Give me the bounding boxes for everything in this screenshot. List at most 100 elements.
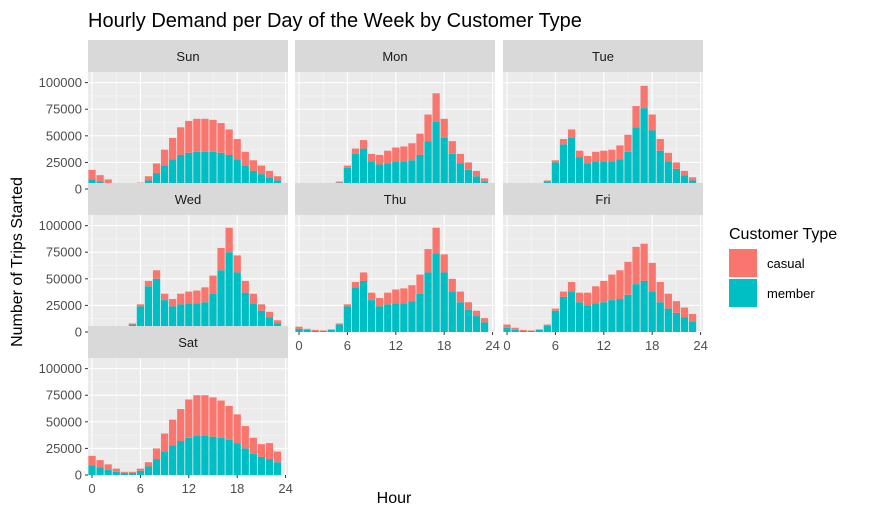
legend-label-member: member <box>767 286 815 301</box>
bar-member-sun-h21 <box>257 174 266 189</box>
bar-member-sat-h21 <box>257 456 266 475</box>
bar-member-thu-h2 <box>311 330 319 332</box>
bar-casual-sat-h21 <box>257 444 266 457</box>
bar-casual-tue-h19 <box>656 139 664 151</box>
bar-casual-wed-h9 <box>160 293 169 301</box>
x-tick-label: 12 <box>597 338 611 353</box>
bar-casual-tue-h6 <box>551 160 560 163</box>
bar-member-sun-h8 <box>152 173 161 189</box>
facet-label-tue: Tue <box>592 49 614 64</box>
bar-casual-mon-h22 <box>472 170 481 177</box>
bar-casual-sun-h23 <box>273 176 282 181</box>
bar-casual-fri-h17 <box>640 243 648 281</box>
bar-casual-wed-h5 <box>128 323 136 325</box>
bar-casual-tue-h13 <box>608 149 616 162</box>
facet-thu: Thu 0 6 12 18 24 <box>295 183 500 353</box>
bar-member-sat-h15 <box>209 436 217 475</box>
bar-casual-mon-h8 <box>359 140 368 149</box>
bar-casual-thu-h2 <box>311 329 319 331</box>
facet-strip-thu <box>295 183 495 215</box>
bar-casual-wed-h18 <box>233 255 241 273</box>
bar-member-mon-h8 <box>359 148 368 189</box>
bar-member-sat-h17 <box>225 439 233 475</box>
bar-member-sat-h23 <box>273 462 282 475</box>
x-tick-label: 24 <box>278 481 292 496</box>
bar-member-thu-h3 <box>319 330 327 332</box>
bar-casual-sat-h9 <box>160 433 169 452</box>
facet-wed: Wed 0 25000 50000 75000 100000 <box>39 183 288 340</box>
bar-member-thu-h7 <box>351 287 360 332</box>
bar-casual-sat-h22 <box>265 443 274 460</box>
bar-member-wed-h17 <box>225 252 233 332</box>
bar-casual-sun-h12 <box>185 120 193 153</box>
bar-member-wed-h11 <box>177 304 185 332</box>
bar-casual-sat-h15 <box>209 397 217 437</box>
bar-member-tue-h20 <box>664 161 672 189</box>
bar-member-mon-h7 <box>351 153 360 189</box>
bar-member-mon-h19 <box>448 153 456 189</box>
bar-casual-sun-h13 <box>193 118 201 152</box>
bar-casual-tue-h16 <box>632 106 640 128</box>
bar-member-fri-h5 <box>543 325 551 332</box>
bar-casual-sat-h7 <box>144 462 153 467</box>
x-tick-label: 6 <box>137 481 144 496</box>
bar-casual-thu-h22 <box>472 310 481 317</box>
bar-casual-wed-h6 <box>136 304 145 307</box>
bar-member-tue-h7 <box>559 144 568 189</box>
bar-member-sun-h10 <box>169 159 177 189</box>
bar-casual-mon-h18 <box>440 118 448 138</box>
bar-casual-wed-h20 <box>249 293 257 304</box>
bar-member-fri-h15 <box>624 294 632 332</box>
bar-casual-tue-h12 <box>600 150 608 162</box>
bar-casual-thu-h16 <box>424 249 432 273</box>
bar-casual-thu-h19 <box>448 278 456 292</box>
bar-casual-fri-h9 <box>575 292 584 303</box>
bar-member-tue-h13 <box>608 161 616 189</box>
bar-casual-fri-h23 <box>688 313 697 322</box>
bar-casual-sat-h17 <box>225 405 233 440</box>
facet-label-wed: Wed <box>175 192 202 207</box>
bar-casual-sun-h10 <box>169 137 177 160</box>
facet-mon: Mon <box>295 40 495 190</box>
bar-member-mon-h14 <box>408 160 416 189</box>
bar-casual-sat-h3 <box>112 468 120 472</box>
bar-member-wed-h8 <box>152 278 161 332</box>
bar-member-fri-h21 <box>672 312 681 332</box>
bar-casual-wed-h11 <box>177 293 185 305</box>
y-tick-label: 25000 <box>46 298 82 313</box>
x-tick-label: 0 <box>88 481 95 496</box>
bar-casual-thu-h0 <box>295 326 303 329</box>
bar-casual-tue-h15 <box>624 134 632 152</box>
x-tick-label: 0 <box>503 338 510 353</box>
bar-member-tue-h15 <box>624 151 632 189</box>
bar-casual-sat-h10 <box>169 419 177 446</box>
bar-casual-fri-h1 <box>511 327 519 330</box>
bar-member-wed-h13 <box>193 303 201 332</box>
bar-member-thu-h21 <box>464 309 473 332</box>
bar-casual-thu-h13 <box>400 288 408 304</box>
bar-casual-mon-h15 <box>416 133 424 155</box>
legend: Customer Type casual member <box>729 226 837 307</box>
y-tick-label: 25000 <box>46 155 82 170</box>
bar-casual-sun-h14 <box>201 118 209 152</box>
bar-casual-wed-h22 <box>265 311 274 318</box>
bar-member-sun-h16 <box>217 152 225 189</box>
bar-member-wed-h6 <box>136 306 145 332</box>
bar-member-fri-h22 <box>680 317 689 332</box>
bar-member-tue-h10 <box>584 163 592 189</box>
bar-member-mon-h20 <box>456 163 464 189</box>
bar-member-tue-h9 <box>575 157 584 189</box>
bar-member-wed-h19 <box>241 292 249 332</box>
bar-member-sat-h7 <box>144 466 153 475</box>
bar-casual-thu-h10 <box>376 297 384 307</box>
x-tick-label: 12 <box>389 338 403 353</box>
bar-member-mon-h9 <box>367 161 376 189</box>
bar-casual-sat-h4 <box>120 471 128 473</box>
bar-member-thu-h1 <box>303 329 311 332</box>
bar-member-mon-h6 <box>343 167 352 189</box>
bar-member-thu-h0 <box>295 328 303 332</box>
bar-casual-mon-h9 <box>367 153 376 162</box>
bar-casual-tue-h21 <box>672 162 681 169</box>
bar-member-wed-h9 <box>160 300 169 332</box>
